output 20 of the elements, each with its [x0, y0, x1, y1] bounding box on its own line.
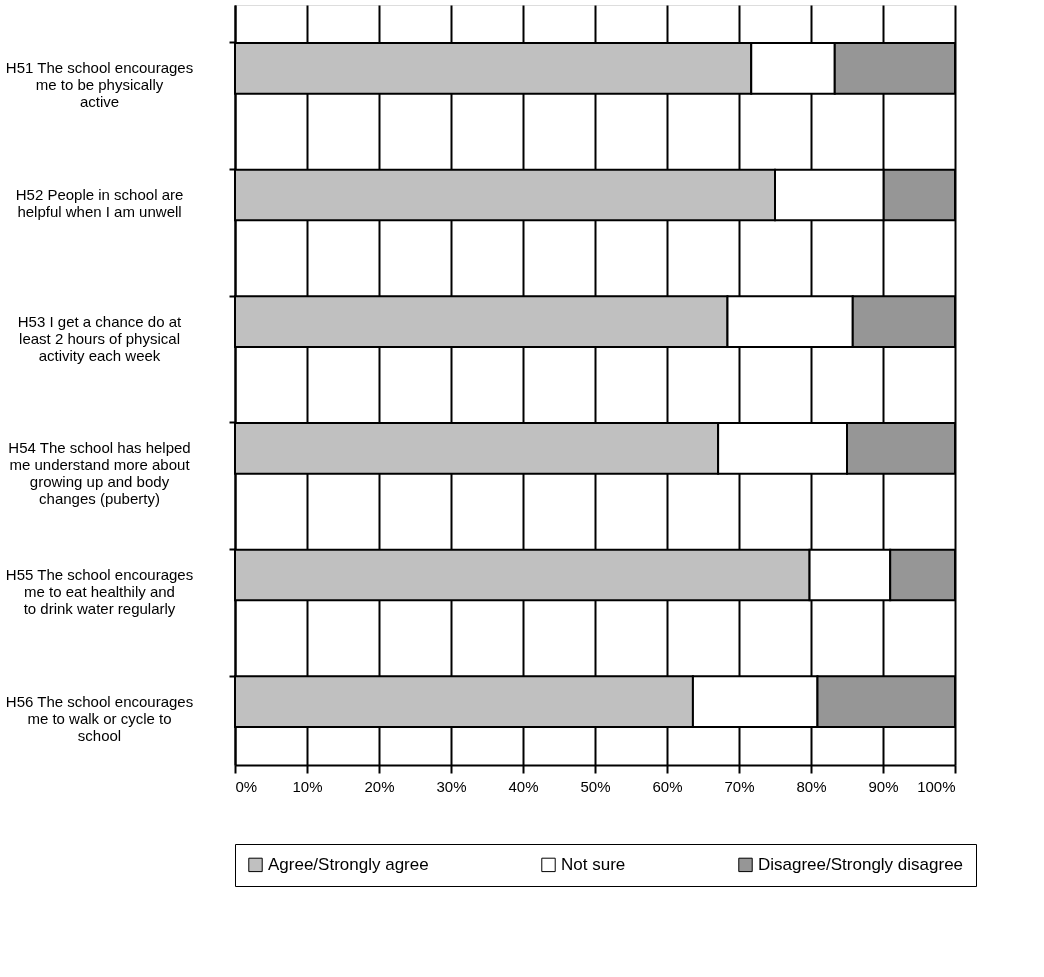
y-tick-label: H55 The school encourages me to eat healthily and to drink water regularly	[5, 566, 194, 617]
legend-label: Not sure	[561, 854, 626, 874]
x-tick-label: 30%	[436, 777, 467, 795]
y-tick-label: H56 The school encourages me to walk or cycle to school	[5, 692, 194, 744]
x-tick-label: 0%	[235, 777, 258, 795]
x-tick-label: 90%	[868, 777, 899, 795]
x-tick-label: 70%	[724, 777, 755, 795]
x-tick-label: 50%	[580, 777, 611, 795]
x-tick-label: 40%	[508, 777, 539, 795]
y-tick-label: H52 People in school are helpful when I am unwell	[15, 186, 184, 220]
x-tick-label: 60%	[652, 777, 683, 795]
legend-label: Disagree/Strongly disagree	[758, 854, 964, 874]
y-tick-label: H51 The school encourages me to be physically active	[5, 59, 194, 111]
x-tick-label: 10%	[292, 777, 323, 795]
x-tick-label: 80%	[796, 777, 827, 795]
x-tick-label: 100%	[917, 777, 956, 795]
legend-label: Agree/Strongly agree	[268, 854, 429, 874]
y-tick-label: H54 The school has helped me understand more about growing up and body changes (puberty)	[8, 439, 191, 508]
x-tick-label: 20%	[364, 777, 395, 795]
y-tick-label: H53 I get a chance do at least 2 hours of physical activity each week	[17, 312, 183, 364]
